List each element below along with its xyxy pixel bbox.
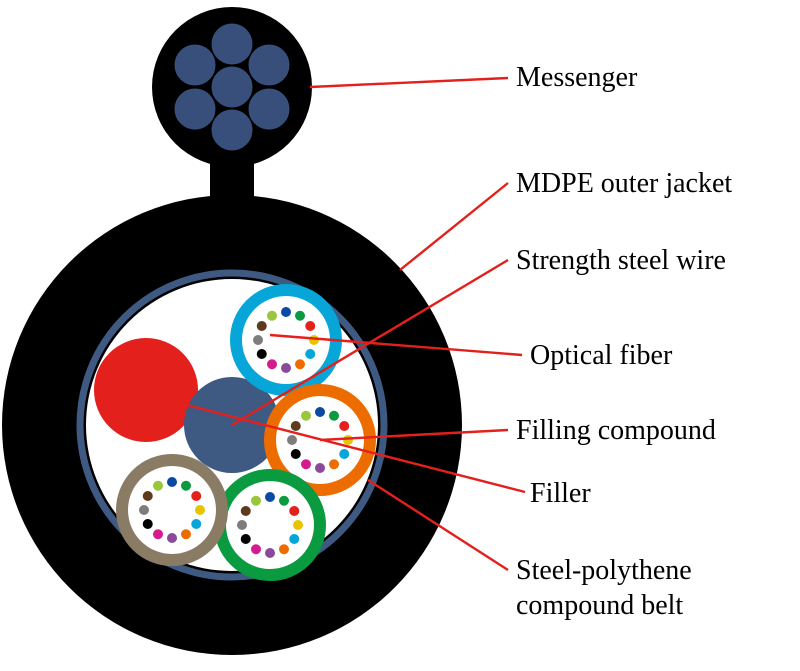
label-strength-wire: Strength steel wire [516, 245, 726, 277]
label-filler: Filler [530, 478, 591, 510]
label-optical-fiber: Optical fiber [530, 340, 672, 372]
label-filling-compound: Filling compound [516, 415, 716, 447]
label-steel-belt-1: Steel-polythene [516, 555, 692, 587]
label-mdpe-jacket: MDPE outer jacket [516, 168, 732, 200]
label-steel-belt-2: compound belt [516, 590, 683, 622]
label-messenger: Messenger [516, 62, 637, 94]
